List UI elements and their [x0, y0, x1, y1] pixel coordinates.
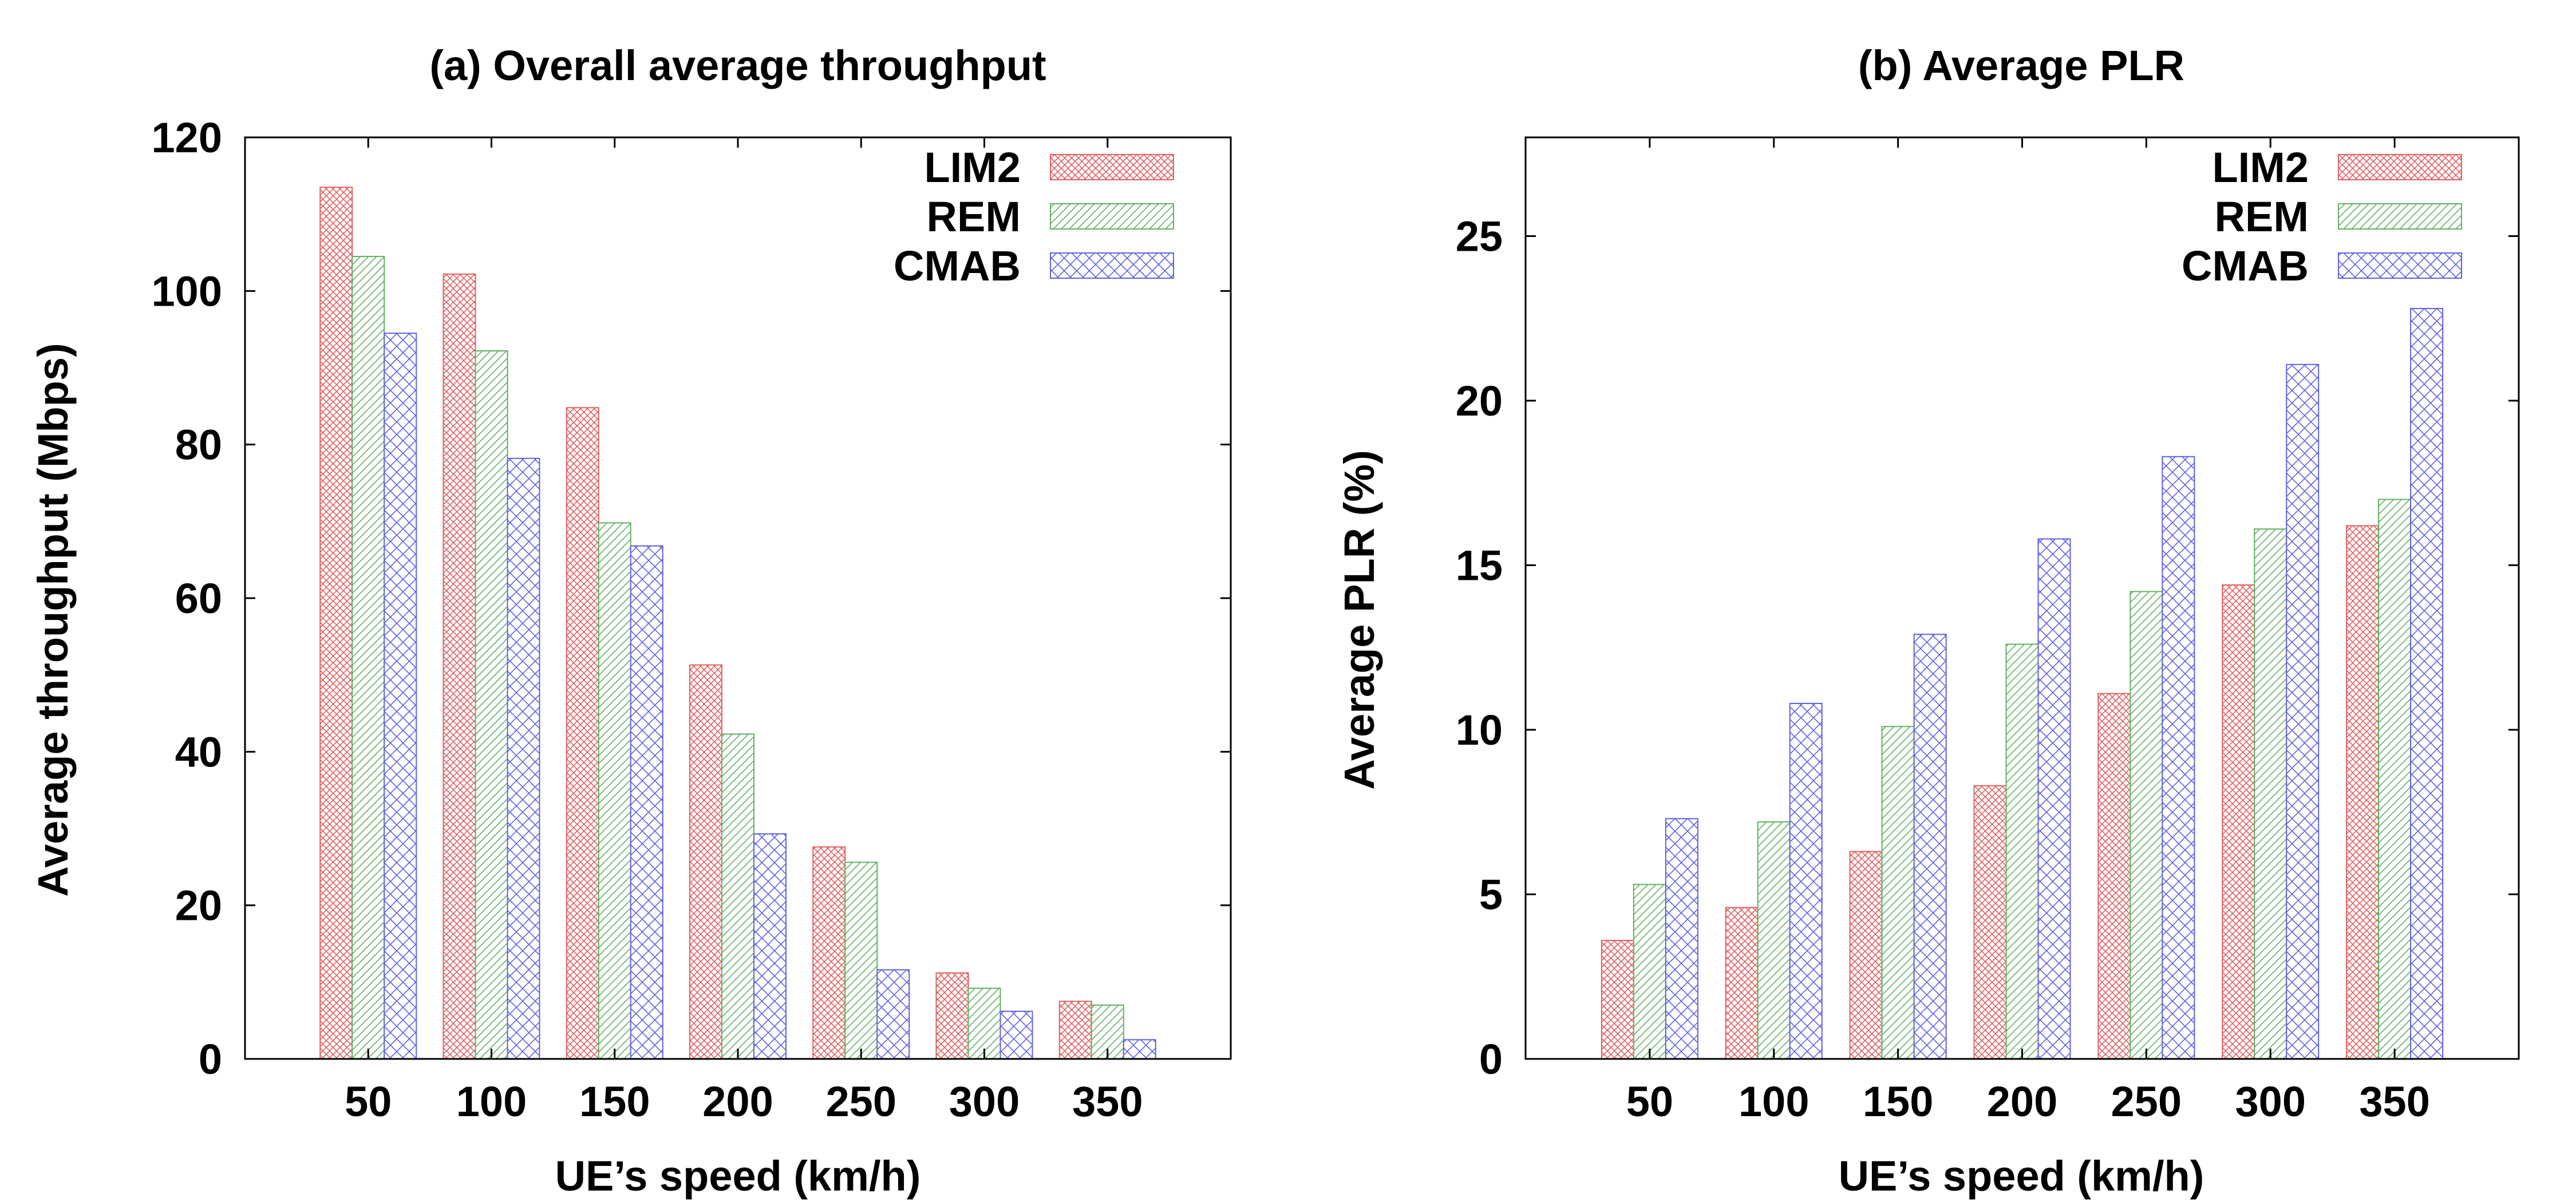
- bar-lim2-200: [1973, 785, 2007, 1059]
- y-tick-label: 5: [1479, 871, 1503, 919]
- x-tick-label: 300: [949, 1078, 1020, 1125]
- bar-lim2-100: [442, 273, 476, 1060]
- bar-lim2-150: [1849, 851, 1883, 1059]
- y-tick-label: 60: [175, 575, 222, 622]
- x-tick-label: 50: [345, 1078, 392, 1125]
- bar-rem-200: [721, 733, 754, 1059]
- y-axis: 0 5 10 15 20 25: [1456, 213, 2519, 1083]
- y-tick-label: 20: [1456, 377, 1503, 425]
- x-axis-label: UE’s speed (km/h): [1839, 1152, 2204, 1200]
- bar-rem-200: [2005, 643, 2039, 1059]
- bars: [319, 187, 1156, 1060]
- bar-cmab-250: [2162, 456, 2195, 1059]
- y-axis-label: Average throughput (Mbps): [29, 343, 77, 896]
- y-tick-label: 0: [1479, 1035, 1503, 1083]
- chart-title: (b) Average PLR: [1858, 42, 2184, 89]
- bar-cmab-250: [876, 969, 910, 1060]
- bar-lim2-350: [2346, 525, 2380, 1059]
- x-tick-label: 150: [1863, 1078, 1933, 1125]
- x-tick-label: 150: [579, 1078, 650, 1125]
- y-axis-label: Average PLR (%): [1336, 450, 1383, 790]
- y-tick-label: 25: [1456, 213, 1503, 260]
- bar-lim2-350: [1058, 1001, 1092, 1059]
- bar-cmab-100: [1789, 703, 1823, 1059]
- legend-label-cmab: CMAB: [894, 242, 1021, 290]
- bar-rem-300: [967, 987, 1001, 1059]
- chart-b: (b) Average PLR Average PLR (%) UE’s spe…: [1336, 42, 2520, 1200]
- bar-cmab-200: [2037, 538, 2071, 1059]
- bar-cmab-50: [384, 333, 417, 1059]
- chart-a: (a) Overall average throughput Average t…: [29, 42, 1232, 1200]
- bar-cmab-350: [2410, 308, 2444, 1059]
- bar-rem-100: [1757, 821, 1791, 1059]
- x-tick-label: 300: [2235, 1078, 2306, 1125]
- bar-rem-300: [2254, 528, 2287, 1059]
- x-axis-label: UE’s speed (km/h): [555, 1152, 921, 1200]
- bar-lim2-250: [2097, 693, 2131, 1059]
- legend-label-lim2: LIM2: [2212, 144, 2309, 191]
- y-tick-label: 120: [152, 114, 222, 161]
- y-tick-label: 20: [175, 882, 222, 930]
- bar-cmab-150: [630, 545, 663, 1059]
- x-tick-label: 250: [2111, 1078, 2182, 1125]
- y-tick-label: 10: [1456, 706, 1503, 754]
- y-tick-label: 15: [1456, 542, 1503, 590]
- bar-rem-100: [475, 350, 508, 1060]
- bar-cmab-300: [2286, 363, 2320, 1059]
- legend-label-rem: REM: [2215, 193, 2309, 240]
- x-tick-label: 100: [456, 1078, 527, 1125]
- bar-lim2-50: [1601, 940, 1634, 1059]
- bar-lim2-300: [935, 972, 969, 1059]
- x-tick-label: 200: [702, 1078, 773, 1125]
- legend-swatch-cmab: [2338, 252, 2462, 279]
- legend-label-lim2: LIM2: [924, 144, 1021, 191]
- x-tick-label: 350: [1072, 1078, 1143, 1125]
- y-tick-label: 0: [199, 1035, 222, 1083]
- bar-cmab-150: [1913, 634, 1947, 1059]
- legend-label-rem: REM: [927, 193, 1021, 240]
- bar-rem-250: [844, 861, 878, 1059]
- bar-lim2-50: [319, 187, 353, 1059]
- bar-cmab-350: [1123, 1039, 1156, 1060]
- bar-rem-50: [1633, 884, 1666, 1059]
- bar-cmab-200: [753, 833, 787, 1060]
- bar-rem-50: [351, 255, 385, 1059]
- bar-rem-150: [1881, 726, 1915, 1059]
- legend-swatch-rem: [2338, 203, 2462, 230]
- x-axis: 50 100 150 200 250 300 350: [1626, 137, 2430, 1125]
- y-axis: 0 20 40 60 80 100 120: [152, 114, 1231, 1083]
- legend-label-cmab: CMAB: [2182, 242, 2309, 290]
- bar-rem-350: [2378, 499, 2412, 1059]
- bars: [1601, 308, 2444, 1059]
- bar-cmab-50: [1665, 818, 1698, 1059]
- bar-lim2-100: [1725, 907, 1759, 1059]
- bar-cmab-300: [999, 1010, 1033, 1059]
- x-tick-label: 50: [1626, 1078, 1673, 1125]
- x-tick-label: 200: [1987, 1078, 2057, 1125]
- x-tick-label: 350: [2359, 1078, 2429, 1125]
- bar-lim2-150: [566, 407, 599, 1059]
- chart-title: (a) Overall average throughput: [429, 42, 1046, 89]
- y-tick-label: 100: [152, 267, 222, 315]
- x-tick-label: 250: [826, 1078, 896, 1125]
- legend-swatch-rem: [1050, 203, 1174, 230]
- bar-cmab-100: [507, 457, 540, 1059]
- bar-lim2-300: [2222, 584, 2255, 1059]
- x-tick-label: 100: [1739, 1078, 1809, 1125]
- legend-swatch-lim2: [2338, 154, 2462, 180]
- bar-lim2-200: [689, 664, 722, 1059]
- legend-swatch-lim2: [1050, 154, 1174, 180]
- bar-lim2-250: [812, 846, 846, 1059]
- legend-swatch-cmab: [1050, 252, 1174, 279]
- y-tick-label: 80: [175, 421, 222, 469]
- bar-rem-250: [2129, 591, 2163, 1059]
- x-axis: 50 100 150 200 250 300 350: [345, 137, 1143, 1125]
- bar-rem-150: [598, 522, 631, 1059]
- y-tick-label: 40: [175, 728, 222, 776]
